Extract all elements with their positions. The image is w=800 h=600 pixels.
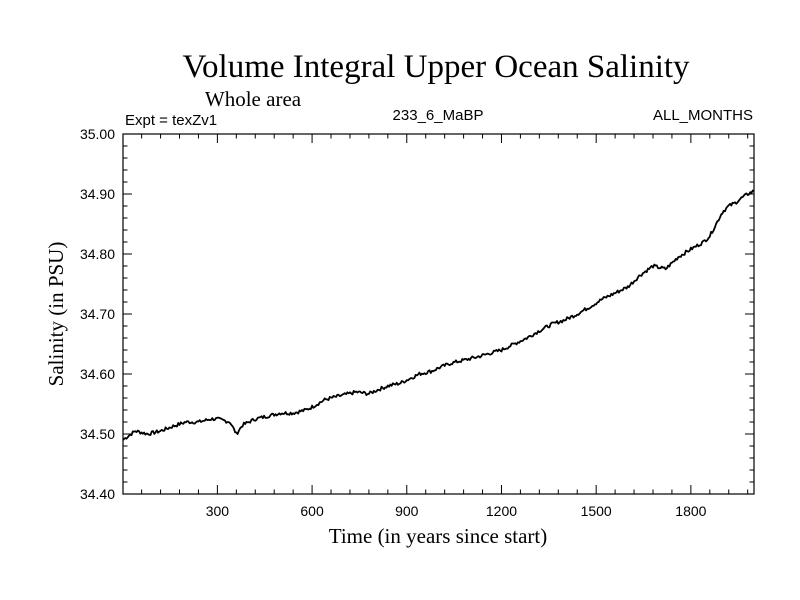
x-tick-label: 900 — [395, 503, 419, 519]
y-tick-label: 34.70 — [80, 306, 115, 322]
x-tick-label: 1200 — [486, 503, 517, 519]
y-tick-label: 35.00 — [80, 126, 115, 142]
annotation-months: ALL_MONTHS — [653, 107, 753, 124]
x-axis-label: Time (in years since start) — [329, 524, 548, 548]
x-tick-label: 300 — [206, 503, 230, 519]
x-tick-label: 600 — [300, 503, 324, 519]
y-axis-label: Salinity (in PSU) — [44, 242, 68, 387]
x-tick-label: 1800 — [675, 503, 706, 519]
chart-subtitle: Whole area — [205, 87, 302, 111]
x-tick-label: 1500 — [581, 503, 612, 519]
chart-title: Volume Integral Upper Ocean Salinity — [182, 49, 690, 85]
y-tick-label: 34.90 — [80, 186, 115, 202]
annotation-experiment: Expt = texZv1 — [125, 112, 217, 129]
annotation-run-id: 233_6_MaBP — [393, 107, 484, 124]
y-tick-label: 34.80 — [80, 246, 115, 262]
plot-frame — [122, 133, 755, 495]
plot-group — [122, 189, 755, 441]
salinity-series-line — [122, 189, 755, 441]
axes-group: 34.40 34.50 34.60 34.70 34.80 34.90 35.00 300 60… — [80, 126, 755, 519]
y-tick-label: 34.50 — [80, 426, 115, 442]
y-tick-label: 34.40 — [80, 486, 115, 502]
y-tick-label: 34.60 — [80, 366, 115, 382]
